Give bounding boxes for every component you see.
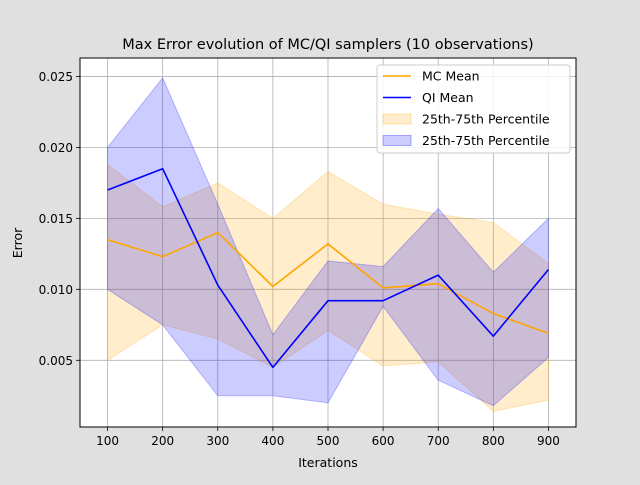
legend: MC Mean QI Mean 25th-75th Percentile 25th-7… bbox=[376, 64, 571, 154]
legend-label: QI Mean bbox=[422, 90, 474, 105]
x-tick-label: 100 bbox=[96, 434, 119, 448]
legend-label: 25th-75th Percentile bbox=[422, 112, 550, 127]
x-tick-label: 500 bbox=[317, 434, 340, 448]
percentile-bands bbox=[107, 76, 549, 412]
y-tick-label: 0.010 bbox=[39, 283, 73, 297]
x-tick-label: 200 bbox=[151, 434, 174, 448]
legend-label: 25th-75th Percentile bbox=[422, 133, 550, 148]
x-axis-label: Iterations bbox=[298, 455, 358, 470]
y-tick-label: 0.015 bbox=[39, 212, 73, 226]
percentile-band-mc bbox=[107, 163, 549, 412]
legend-box bbox=[376, 64, 571, 154]
mean-lines bbox=[107, 167, 550, 369]
y-tick-label: 0.025 bbox=[39, 70, 73, 84]
legend-patch-swatch bbox=[382, 113, 412, 125]
y-axis-label: Error bbox=[10, 227, 25, 258]
x-tick-label: 400 bbox=[261, 434, 284, 448]
y-tick-label: 0.020 bbox=[39, 141, 73, 155]
x-tick-label: 700 bbox=[427, 434, 450, 448]
x-tick-label: 600 bbox=[372, 434, 395, 448]
x-tick-label: 300 bbox=[206, 434, 229, 448]
x-tick-label: 900 bbox=[537, 434, 560, 448]
axis-ticks: 100 200 300 400 500 600 700 800 900 0.005 0.010 0.0… bbox=[39, 70, 560, 448]
percentile-band-qi bbox=[107, 76, 549, 407]
x-tick-label: 800 bbox=[482, 434, 505, 448]
legend-patch-swatch bbox=[382, 135, 412, 146]
legend-label: MC Mean bbox=[422, 69, 480, 84]
series-line-qi-mean bbox=[107, 167, 550, 369]
y-tick-label: 0.005 bbox=[39, 354, 73, 368]
series-line-mc-mean bbox=[107, 231, 549, 335]
chart-title: Max Error evolution of MC/QI samplers (1… bbox=[122, 37, 533, 53]
